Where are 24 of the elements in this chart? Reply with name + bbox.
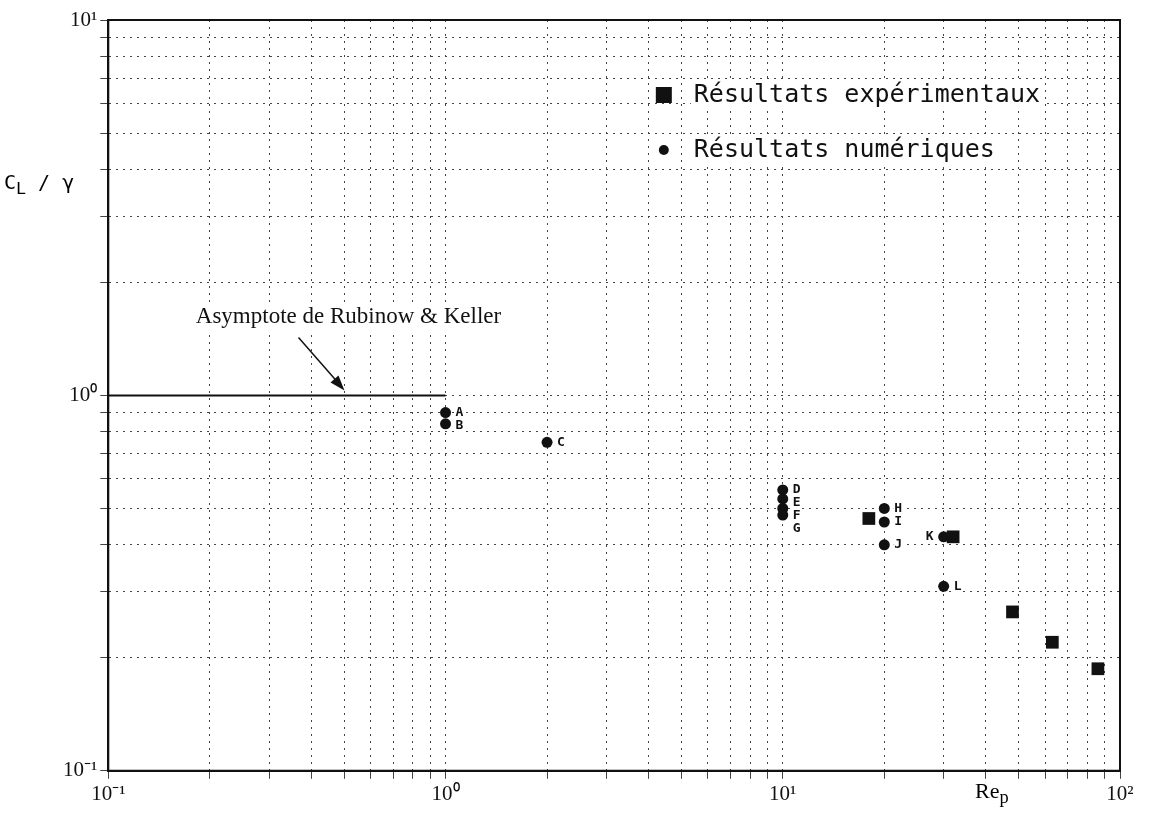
legend-label: Résultats numériques <box>693 133 995 163</box>
x-tick-label: 10⁻¹ <box>91 780 126 805</box>
annotation: D <box>792 481 801 497</box>
y-tick-label: 10⁻¹ <box>63 757 98 782</box>
annotation: J <box>894 536 903 552</box>
annotation: B <box>455 416 464 432</box>
y-tick-label: 10¹ <box>70 6 98 31</box>
legend-label: Résultats expérimentaux <box>693 78 1041 108</box>
annotation: L <box>953 577 962 593</box>
annotation: G <box>792 520 801 536</box>
annotation: C <box>557 433 565 449</box>
y-axis-title: C$_{L}$ / γ <box>4 170 75 198</box>
annotation: I <box>894 513 903 529</box>
x-axis-title: Re$_{p}$ <box>975 778 1009 809</box>
annotation: A <box>455 403 464 419</box>
x-tick-label: 10² <box>1106 780 1134 805</box>
annotation: Asymptote de Rubinow & Keller <box>195 303 502 329</box>
x-tick-label: 10⁰ <box>431 780 460 805</box>
y-tick-label: 10⁰ <box>69 381 98 406</box>
annotation: K <box>925 528 934 544</box>
annotation: F <box>792 507 801 523</box>
annotation: H <box>894 499 903 515</box>
x-tick-label: 10¹ <box>769 780 797 805</box>
annotation: E <box>792 494 801 510</box>
